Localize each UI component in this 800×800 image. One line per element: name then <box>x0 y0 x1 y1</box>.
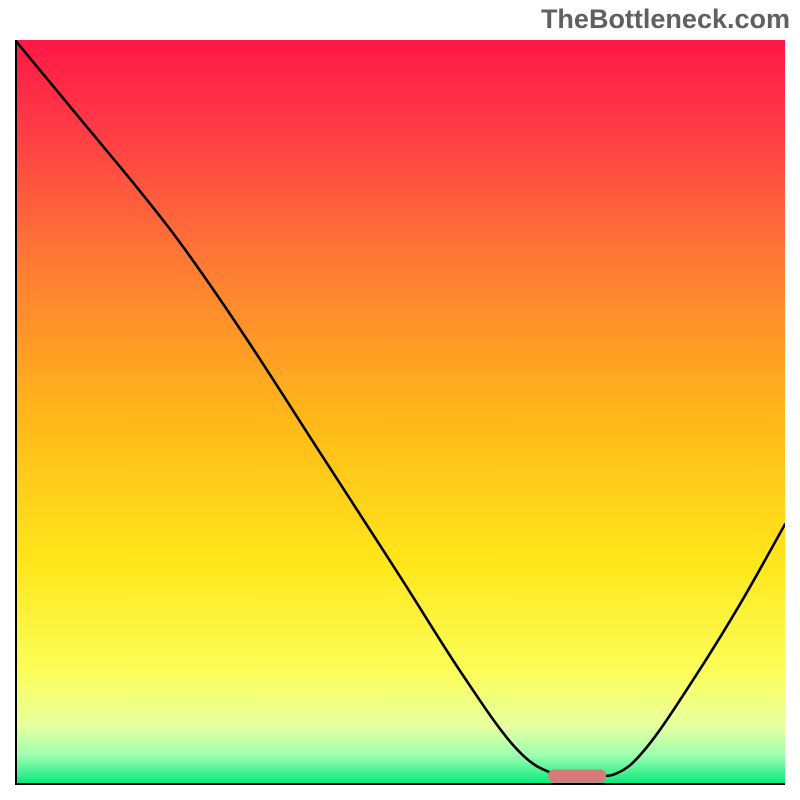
optimal-marker <box>548 769 606 782</box>
watermark-text: TheBottleneck.com <box>541 4 790 35</box>
gradient-background <box>15 40 785 785</box>
plot-area <box>15 40 785 785</box>
chart-svg <box>15 40 785 785</box>
chart-container: TheBottleneck.com <box>0 0 800 800</box>
